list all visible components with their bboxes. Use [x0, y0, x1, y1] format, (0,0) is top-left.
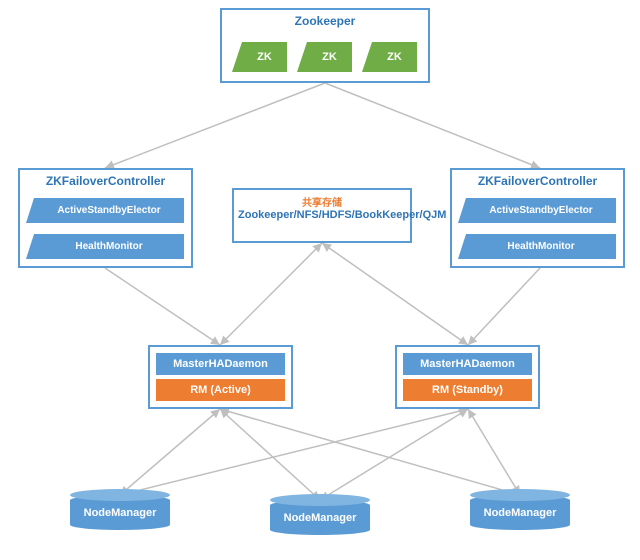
zookeeper-title: Zookeeper [222, 14, 428, 28]
shared-storage-title: 共享存储 [234, 194, 410, 209]
zkfc-item: HealthMonitor [34, 234, 184, 259]
shared-storage-text: Zookeeper/NFS/HDFS/BookKeeper/QJM [234, 209, 410, 221]
zk-node: ZK [372, 42, 417, 72]
rm-box-right: MasterHADaemon RM (Standby) [395, 345, 540, 409]
rm-status: RM (Standby) [403, 379, 532, 401]
master-ha-daemon: MasterHADaemon [403, 353, 532, 375]
zkfc-title: ZKFailoverController [452, 174, 623, 188]
connector-lines [0, 0, 640, 560]
zkfc-title: ZKFailoverController [20, 174, 191, 188]
rm-box-left: MasterHADaemon RM (Active) [148, 345, 293, 409]
rm-status: RM (Active) [156, 379, 285, 401]
master-ha-daemon: MasterHADaemon [156, 353, 285, 375]
node-manager: NodeManager [270, 500, 370, 535]
shared-storage-box: 共享存储 Zookeeper/NFS/HDFS/BookKeeper/QJM [232, 188, 412, 243]
zkfc-box-left: ZKFailoverController ActiveStandbyElector… [18, 168, 193, 268]
zk-node: ZK [242, 42, 287, 72]
zkfc-box-right: ZKFailoverController ActiveStandbyElector… [450, 168, 625, 268]
zkfc-item: HealthMonitor [466, 234, 616, 259]
node-manager: NodeManager [70, 495, 170, 530]
zkfc-item: ActiveStandbyElector [34, 198, 184, 223]
node-manager: NodeManager [470, 495, 570, 530]
zk-node: ZK [307, 42, 352, 72]
zkfc-item: ActiveStandbyElector [466, 198, 616, 223]
zookeeper-box: Zookeeper ZK ZK ZK [220, 8, 430, 83]
